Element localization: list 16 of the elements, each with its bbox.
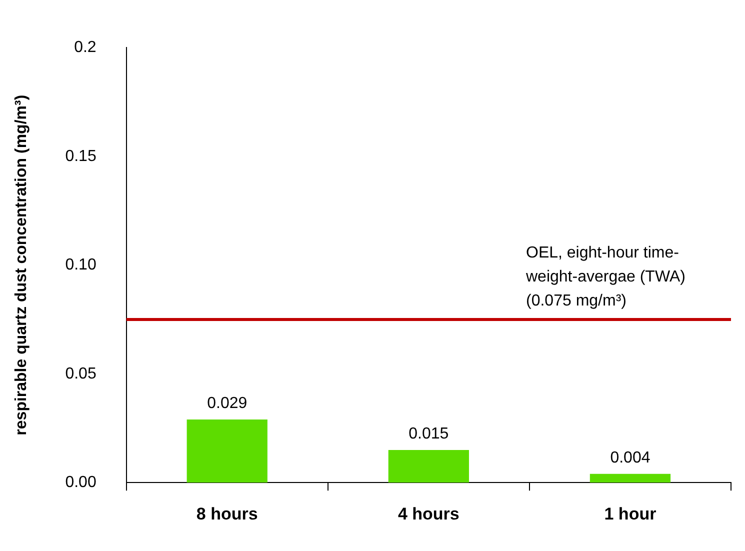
bar xyxy=(186,420,268,483)
y-tick-label: 0.2 xyxy=(74,39,96,56)
data-label: 0.004 xyxy=(610,449,650,466)
y-axis-title: respirable quartz dust concentration (mg/m³) xyxy=(13,94,30,436)
bar xyxy=(388,450,469,483)
ref-line-label: OEL, eight-hour time-weight-avergae (TWA) (0.075 mg/m³) xyxy=(525,244,686,310)
bar xyxy=(590,474,671,483)
data-label: 0.029 xyxy=(207,394,248,412)
y-tick-label: 0.05 xyxy=(65,365,96,382)
y-tick-label: 0.15 xyxy=(65,148,96,165)
x-tick-label: 1 hour xyxy=(604,504,657,524)
y-tick-label: 0.00 xyxy=(65,474,96,492)
y-tick-label: 0.10 xyxy=(65,256,96,274)
x-tick-label: 4 hours xyxy=(398,504,460,524)
data-label: 0.015 xyxy=(408,425,449,442)
x-tick-label: 8 hours xyxy=(196,504,258,524)
